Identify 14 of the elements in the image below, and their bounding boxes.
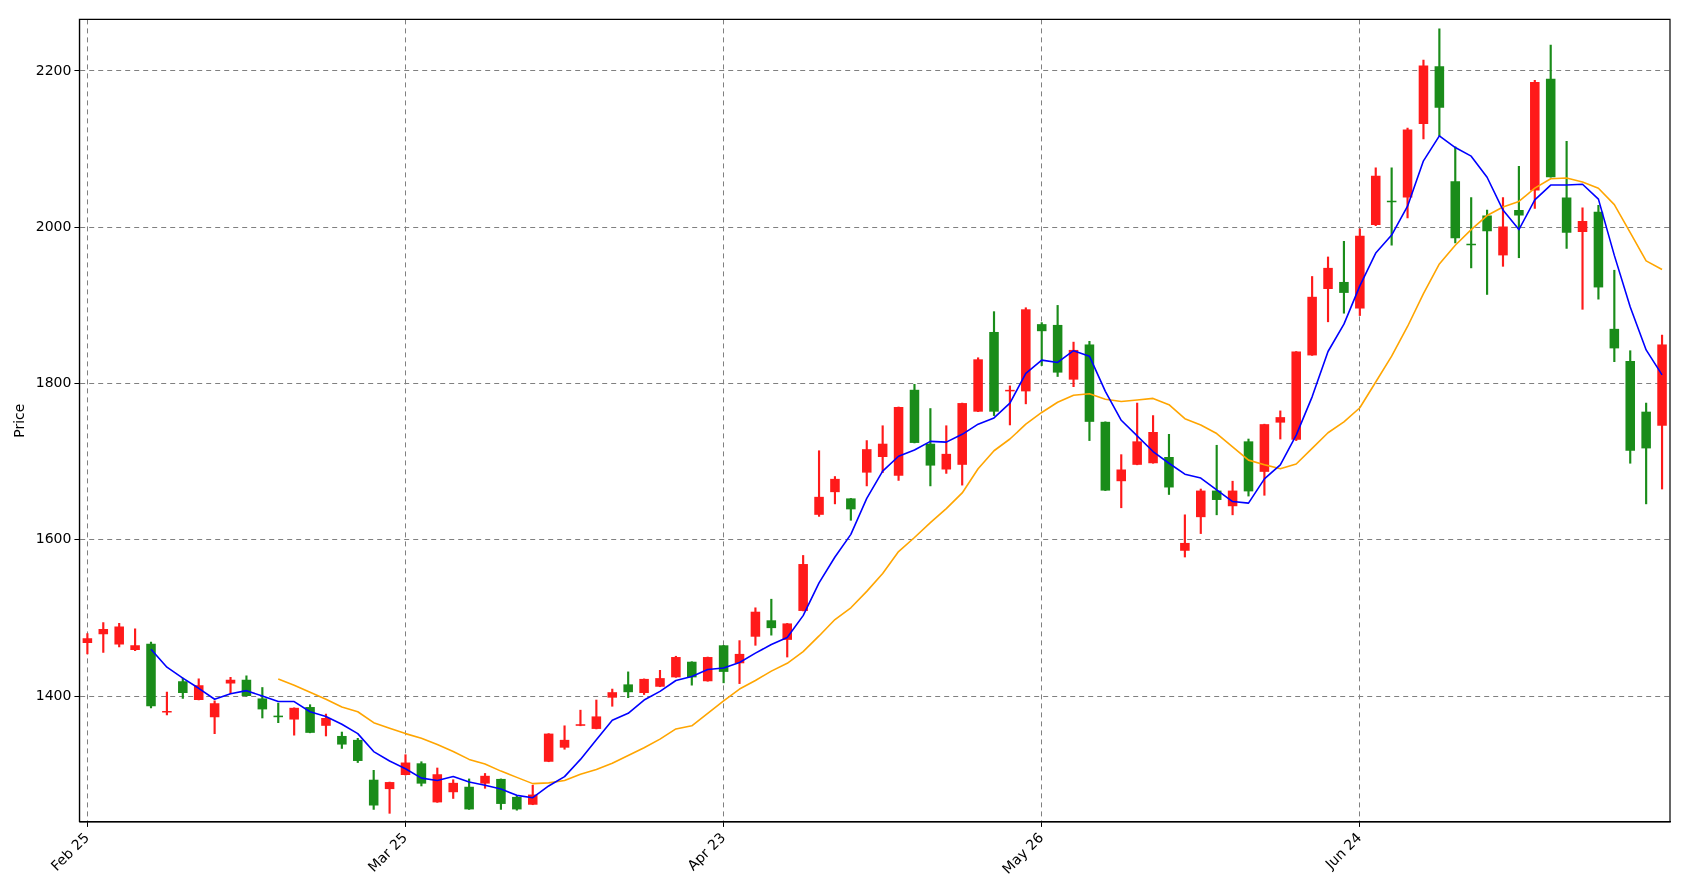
candlestick [225,677,236,695]
x-tick-label: Jun 24 [1321,829,1365,873]
y-tick-label: 2200 [35,61,72,78]
y-axis-title: Price [11,403,28,438]
y-tick-label: 2000 [35,217,72,234]
candlestick [559,725,570,750]
x-tick-label: Mar 25 [364,829,411,875]
y-tick-label: 1800 [35,374,72,391]
x-tick-label: Apr 23 [684,829,729,874]
y-tick-label: 1600 [35,530,72,547]
candlestick [575,709,586,727]
x-tick-label: Feb 25 [47,829,93,874]
candlestick [1577,207,1588,310]
y-tick-label: 1400 [35,686,72,703]
